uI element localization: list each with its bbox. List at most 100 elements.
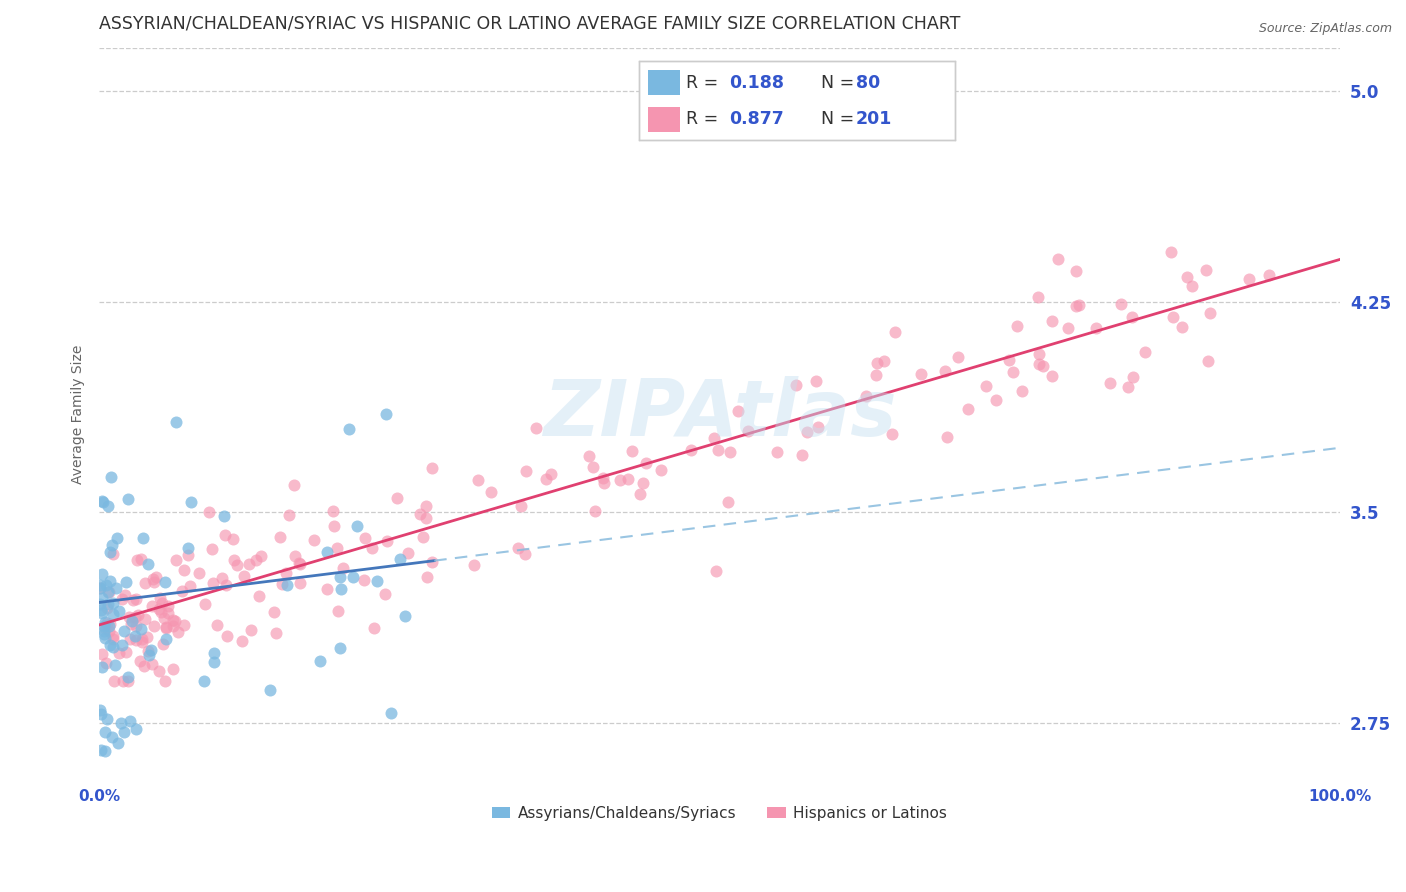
Point: [129, 551, 152, 566]
Point: [329, 569, 352, 583]
Point: [1064, 299, 1087, 313]
Point: [177, 541, 200, 555]
Point: [1040, 314, 1063, 328]
Point: [283, 478, 305, 492]
Point: [302, 533, 325, 547]
Point: [156, 599, 179, 613]
Point: [97, 499, 120, 513]
Point: [1067, 297, 1090, 311]
Point: [104, 658, 127, 673]
Point: [114, 588, 136, 602]
Point: [145, 570, 167, 584]
Point: [394, 609, 416, 624]
Point: [91, 493, 114, 508]
Point: [149, 591, 172, 605]
Point: [117, 491, 139, 506]
Point: [101, 632, 124, 647]
Point: [167, 624, 190, 639]
Point: [233, 569, 256, 583]
Point: [1056, 321, 1078, 335]
Point: [89, 581, 111, 595]
Point: [91, 495, 114, 509]
Point: [354, 531, 377, 545]
Point: [506, 541, 529, 555]
Point: [117, 670, 139, 684]
Point: [509, 500, 531, 514]
Point: [98, 574, 121, 589]
Point: [125, 722, 148, 736]
Point: [155, 620, 177, 634]
Point: [276, 566, 298, 580]
Point: [717, 495, 740, 509]
Point: [582, 460, 605, 475]
Point: [90, 706, 112, 721]
Point: [1028, 357, 1050, 371]
Point: [631, 475, 654, 490]
Point: [177, 548, 200, 562]
Point: [593, 475, 616, 490]
Point: [326, 541, 349, 556]
Point: [148, 664, 170, 678]
Point: [330, 582, 353, 596]
Point: [288, 576, 311, 591]
Point: [165, 553, 187, 567]
Point: [93, 631, 115, 645]
Point: [807, 420, 830, 434]
Point: [1237, 272, 1260, 286]
Point: [617, 472, 640, 486]
Point: [1195, 263, 1218, 277]
Point: [127, 608, 149, 623]
Point: [100, 731, 122, 745]
Point: [266, 625, 288, 640]
Point: [578, 450, 600, 464]
Point: [89, 578, 111, 592]
Point: [155, 621, 177, 635]
Point: [96, 712, 118, 726]
Point: [105, 581, 128, 595]
Point: [1258, 268, 1281, 282]
Point: [101, 640, 124, 654]
Point: [865, 368, 887, 382]
Point: [125, 591, 148, 606]
Point: [737, 425, 759, 439]
Point: [98, 619, 121, 633]
Point: [269, 530, 291, 544]
Point: [135, 631, 157, 645]
Point: [288, 558, 311, 572]
Point: [170, 584, 193, 599]
Point: [148, 602, 170, 616]
Point: [91, 606, 114, 620]
Point: [194, 598, 217, 612]
Point: [278, 508, 301, 522]
Point: [110, 716, 132, 731]
Point: [111, 674, 134, 689]
Point: [149, 605, 172, 619]
Point: [271, 577, 294, 591]
Point: [89, 703, 111, 717]
Point: [316, 545, 339, 559]
Point: [1161, 310, 1184, 324]
Point: [124, 629, 146, 643]
Point: [409, 507, 432, 521]
Point: [866, 356, 889, 370]
Point: [134, 659, 156, 673]
Point: [396, 546, 419, 560]
Point: [202, 655, 225, 669]
Point: [120, 714, 142, 728]
Point: [93, 744, 115, 758]
Point: [120, 632, 142, 646]
Point: [1046, 252, 1069, 267]
Point: [415, 499, 437, 513]
Point: [323, 519, 346, 533]
Point: [179, 579, 201, 593]
Point: [1109, 296, 1132, 310]
Point: [287, 556, 309, 570]
Point: [882, 426, 904, 441]
Point: [100, 470, 122, 484]
Point: [93, 615, 115, 629]
Point: [153, 674, 176, 689]
Point: [415, 511, 437, 525]
Point: [114, 575, 136, 590]
Point: [107, 531, 129, 545]
Point: [309, 653, 332, 667]
